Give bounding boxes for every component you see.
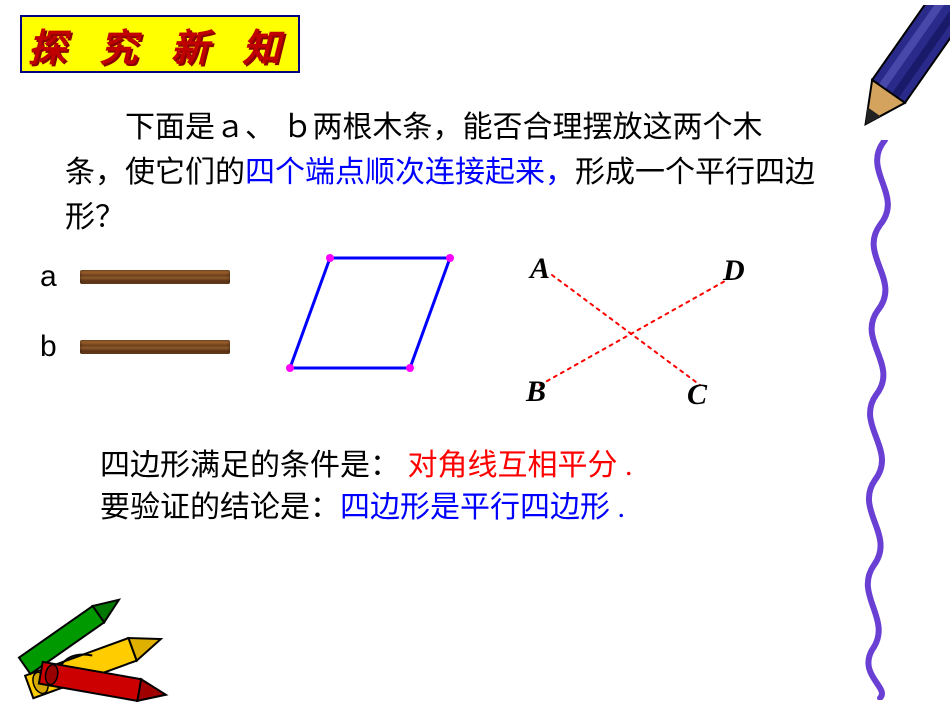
stick-b-row: b <box>40 330 230 364</box>
para-vertex-tl <box>326 254 334 262</box>
condition-prefix: 四边形满足的条件是： <box>100 449 408 482</box>
title-banner: 探 究 新 知 <box>20 15 300 73</box>
vertex-c: C <box>687 378 707 412</box>
condition-answer: 对角线互相平分 . <box>408 449 633 482</box>
diagonal-ac <box>552 275 700 385</box>
question-text: 下面是ａ、 ｂ两根木条，能否合理摆放这两个木条，使它们的四个端点顺次连接起来，形… <box>65 105 815 240</box>
condition-line: 四边形满足的条件是： 对角线互相平分 . <box>100 445 633 487</box>
squiggle-line <box>850 140 920 700</box>
pencil-icon <box>840 5 950 145</box>
stick-a-label: a <box>40 260 68 294</box>
diagonal-bd <box>540 281 725 385</box>
para-vertex-br <box>406 364 414 372</box>
verify-line: 要验证的结论是：四边形是平行四边形 . <box>100 487 633 529</box>
title-text: 探 究 新 知 <box>28 17 293 72</box>
stick-a-row: a <box>40 260 230 294</box>
parallelogram-shape <box>290 258 450 368</box>
vertex-d: D <box>723 254 745 288</box>
stick-b-label: b <box>40 330 68 364</box>
verify-prefix: 要验证的结论是： <box>100 491 340 524</box>
stick-a <box>80 270 230 284</box>
para-vertex-bl <box>286 364 294 372</box>
para-vertex-tr <box>446 254 454 262</box>
parallelogram-diagram <box>280 248 480 393</box>
conditions-block: 四边形满足的条件是： 对角线互相平分 . 要验证的结论是：四边形是平行四边形 . <box>100 445 633 529</box>
squiggle-path <box>868 140 888 698</box>
verify-answer: 四边形是平行四边形 . <box>340 491 625 524</box>
vertex-b: B <box>526 375 546 409</box>
vertex-a: A <box>530 252 550 286</box>
question-highlight: 四个端点顺次连接起来， <box>245 156 575 189</box>
stick-b <box>80 340 230 354</box>
crayons-icon <box>15 573 175 703</box>
